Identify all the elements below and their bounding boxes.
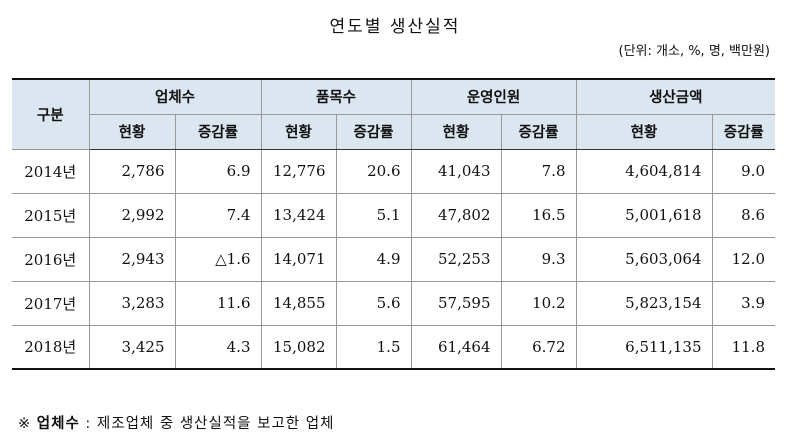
staff-change: 10.2 bbox=[500, 280, 577, 326]
production-table: 구분 업체수 품목수 운영인원 생산금액 현황 증감률 현황 증감률 현황 증감… bbox=[12, 78, 775, 370]
amount-current: 5,001,618 bbox=[575, 192, 713, 238]
unit-label: (단위: 개소, %, 명, 백만원) bbox=[618, 44, 770, 59]
year-cell: 2015년 bbox=[12, 192, 90, 238]
staff-change: 6.72 bbox=[500, 324, 577, 370]
items-current: 13,424 bbox=[260, 192, 337, 238]
items-change: 1.5 bbox=[335, 324, 412, 370]
amount-current: 4,604,814 bbox=[575, 148, 713, 194]
page-title: 연도별 생산실적 bbox=[329, 17, 461, 37]
companies-change: 4.3 bbox=[174, 324, 262, 370]
header-amount: 생산금액 bbox=[575, 78, 775, 115]
header-current: 현황 bbox=[260, 113, 337, 150]
header-current: 현황 bbox=[575, 113, 713, 150]
companies-change: 6.9 bbox=[174, 148, 262, 194]
header-change: 증감률 bbox=[174, 113, 262, 150]
amount-change: 11.8 bbox=[711, 324, 775, 370]
header-staff: 운영인원 bbox=[410, 78, 577, 115]
items-change: 20.6 bbox=[335, 148, 412, 194]
year-cell: 2017년 bbox=[12, 280, 90, 326]
companies-current: 2,786 bbox=[88, 148, 176, 194]
staff-current: 61,464 bbox=[410, 324, 502, 370]
companies-current: 2,992 bbox=[88, 192, 176, 238]
year-cell: 2016년 bbox=[12, 236, 90, 282]
header-change: 증감률 bbox=[500, 113, 577, 150]
staff-current: 41,043 bbox=[410, 148, 502, 194]
staff-current: 52,253 bbox=[410, 236, 502, 282]
table-row: 2015년 2,992 7.4 13,424 5.1 47,802 16.5 5… bbox=[12, 192, 775, 238]
header-current: 현황 bbox=[410, 113, 502, 150]
staff-current: 57,595 bbox=[410, 280, 502, 326]
items-current: 12,776 bbox=[260, 148, 337, 194]
staff-change: 16.5 bbox=[500, 192, 577, 238]
companies-change: 11.6 bbox=[174, 280, 262, 326]
table-row: 2018년 3,425 4.3 15,082 1.5 61,464 6.72 6… bbox=[12, 324, 775, 370]
header-items: 품목수 bbox=[260, 78, 412, 115]
items-current: 14,855 bbox=[260, 280, 337, 326]
table-row: 2014년 2,786 6.9 12,776 20.6 41,043 7.8 4… bbox=[12, 148, 775, 194]
companies-change: △1.6 bbox=[174, 236, 262, 282]
amount-current: 5,603,064 bbox=[575, 236, 713, 282]
amount-current: 5,823,154 bbox=[575, 280, 713, 326]
table-row: 2017년 3,283 11.6 14,855 5.6 57,595 10.2 … bbox=[12, 280, 775, 326]
header-current: 현황 bbox=[89, 113, 176, 150]
year-cell: 2018년 bbox=[12, 324, 90, 370]
header-category: 구분 bbox=[12, 78, 90, 150]
amount-change: 12.0 bbox=[711, 236, 775, 282]
footnote-text: : 제조업체 중 생산실적을 보고한 업체 bbox=[79, 416, 335, 432]
staff-current: 47,802 bbox=[410, 192, 502, 238]
footnote-prefix: ※ bbox=[18, 416, 37, 432]
staff-change: 9.3 bbox=[500, 236, 577, 282]
amount-change: 3.9 bbox=[711, 280, 775, 326]
year-cell: 2014년 bbox=[12, 148, 90, 194]
amount-change: 8.6 bbox=[711, 192, 775, 238]
items-current: 15,082 bbox=[260, 324, 337, 370]
header-companies: 업체수 bbox=[88, 78, 262, 115]
companies-change: 7.4 bbox=[174, 192, 262, 238]
companies-current: 2,943 bbox=[88, 236, 176, 282]
table-row: 2016년 2,943 △1.6 14,071 4.9 52,253 9.3 5… bbox=[12, 236, 775, 282]
staff-change: 7.8 bbox=[500, 148, 577, 194]
header-change: 증감률 bbox=[711, 113, 775, 150]
amount-change: 9.0 bbox=[711, 148, 775, 194]
footnote: ※ 업체수 : 제조업체 중 생산실적을 보고한 업체 bbox=[18, 412, 334, 433]
items-change: 5.6 bbox=[335, 280, 412, 326]
companies-current: 3,425 bbox=[88, 324, 176, 370]
items-change: 5.1 bbox=[335, 192, 412, 238]
items-change: 4.9 bbox=[335, 236, 412, 282]
amount-current: 6,511,135 bbox=[575, 324, 713, 370]
items-current: 14,071 bbox=[260, 236, 337, 282]
footnote-keyword: 업체수 bbox=[36, 416, 80, 432]
companies-current: 3,283 bbox=[88, 280, 176, 326]
header-change: 증감률 bbox=[335, 113, 412, 150]
